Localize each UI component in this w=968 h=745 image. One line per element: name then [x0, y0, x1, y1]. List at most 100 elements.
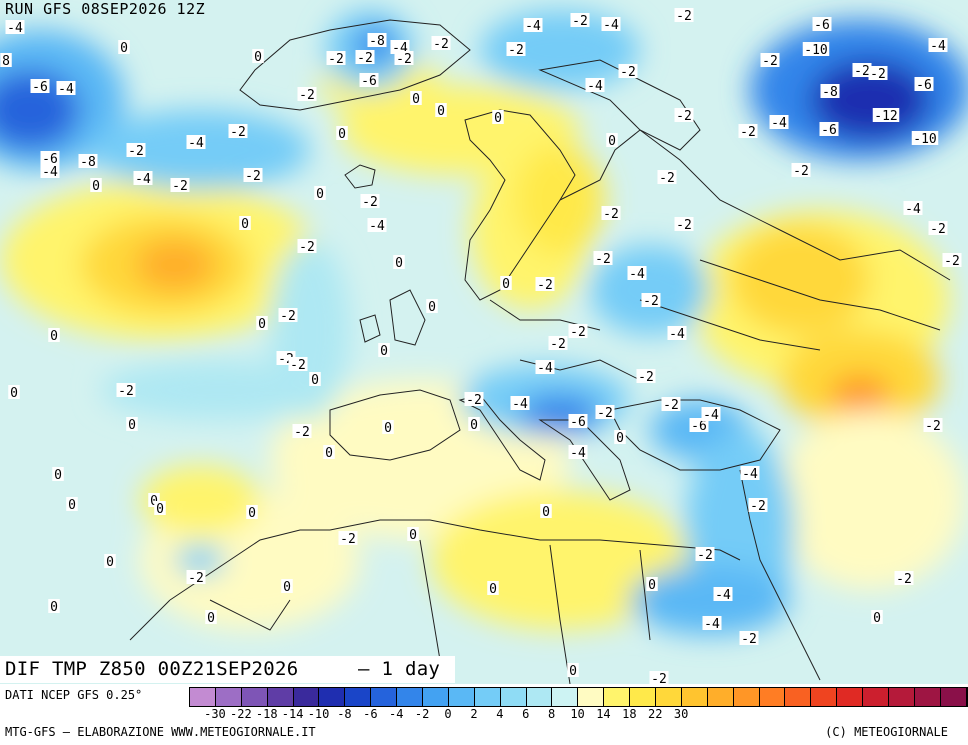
contour-label-box [649, 671, 669, 684]
contour-label-box [382, 420, 394, 434]
contour-label: -2 [550, 337, 566, 352]
contour-label-box [205, 610, 217, 624]
contour-label: -2 [172, 179, 188, 194]
contour-label-box [90, 178, 102, 192]
color-scale-tick-label: 6 [522, 707, 530, 721]
contour-label: -4 [188, 136, 204, 151]
contour-label-box [506, 42, 526, 56]
contour-label: -4 [512, 397, 528, 412]
contour-label-box [30, 79, 50, 93]
contour-label: 0 [10, 386, 18, 401]
contour-label: -4 [369, 219, 385, 234]
color-scale-tick-label: -14 [281, 707, 304, 721]
contour-label-box [646, 577, 658, 591]
contour-label-box [942, 253, 962, 267]
contour-label: 0 [50, 600, 58, 615]
contour-label: -4 [703, 408, 719, 423]
contour-label: 0 [489, 582, 497, 597]
contour-label-box [126, 143, 146, 157]
map-title-suffix: – 1 day [358, 658, 441, 680]
contour-label: -2 [118, 384, 134, 399]
contour-label: 0 [409, 528, 417, 543]
contour-label-box [288, 357, 308, 371]
contour-label-box [464, 392, 484, 406]
contour-label: -2 [925, 419, 941, 434]
contour-label-box [740, 466, 760, 480]
contour-label: 0 [616, 431, 624, 446]
contour-label-box [292, 424, 312, 438]
contour-label-box [243, 168, 263, 182]
contour-label-box [614, 430, 626, 444]
contour-label: -2 [762, 54, 778, 69]
contour-label: 0 [68, 498, 76, 513]
color-scale-swatch [759, 688, 786, 706]
contour-label: 0 [106, 555, 114, 570]
contour-label-box [769, 115, 789, 129]
contour-label-box [378, 343, 390, 357]
color-scale-swatch [190, 688, 216, 706]
color-scale-swatch [345, 688, 372, 706]
contour-label: -2 [793, 164, 809, 179]
contour-label: 0 [283, 580, 291, 595]
contour-label: -2 [638, 370, 654, 385]
color-scale-tick-label: -22 [230, 707, 252, 721]
contour-label: 0 [128, 418, 136, 433]
contour-label: -2 [595, 252, 611, 267]
contour-label-box [323, 445, 335, 459]
contour-label-box [228, 124, 248, 138]
contour-label: 0 [120, 41, 128, 56]
color-scale-swatch [656, 688, 682, 706]
contour-label: -2 [290, 358, 306, 373]
contour-label-box [314, 186, 326, 200]
contour-label: -2 [128, 144, 144, 159]
credit-label: MTG-GFS – ELABORAZIONE WWW.METEOGIORNALE… [5, 725, 316, 739]
contour-label: -6 [32, 80, 48, 95]
contour-label: -4 [537, 361, 553, 376]
contour-label-box [390, 40, 410, 54]
contour-label: -8 [822, 85, 838, 100]
contour-label-box [535, 277, 555, 291]
contour-label: -2 [643, 294, 659, 309]
contour-label-box [903, 201, 923, 215]
contour-label-box [661, 397, 681, 411]
contour-label-box [928, 221, 948, 235]
contour-label-box [394, 51, 414, 65]
contour-label: -10 [804, 43, 827, 58]
color-scale-tick-label: -30 [204, 707, 226, 721]
contour-label: 0 [150, 494, 158, 509]
contour-label: -2 [697, 548, 713, 563]
contour-label: -2 [280, 309, 296, 324]
contour-label-box [338, 531, 358, 545]
contour-label: 0 [569, 664, 577, 679]
contour-label: -6 [814, 18, 830, 33]
contour-label: -2 [508, 43, 524, 58]
contour-label: -2 [854, 64, 870, 79]
color-scale-tick-label: 10 [570, 707, 585, 721]
contour-label-box [468, 417, 480, 431]
contour-label-box [170, 178, 190, 192]
contour-label: 0 [380, 344, 388, 359]
color-scale-swatch [811, 688, 838, 706]
contour-label-box [367, 33, 387, 47]
color-scale-swatch [526, 688, 553, 706]
contour-label: 0 [648, 578, 656, 593]
contour-label: -2 [537, 278, 553, 293]
contour-label: -4 [771, 116, 787, 131]
contour-label-box [133, 171, 153, 185]
color-scale-swatch [293, 688, 320, 706]
contour-label: -4 [525, 19, 541, 34]
contour-label: 0 [437, 104, 445, 119]
contour-label: -4 [704, 617, 720, 632]
contour-label-box [8, 385, 20, 399]
contour-label-box [52, 467, 64, 481]
color-scale-tick-label: 4 [496, 707, 504, 721]
contour-label-box [66, 497, 78, 511]
color-scale-swatch [889, 688, 915, 706]
contour-label: 0 [428, 300, 436, 315]
color-scale-swatch [423, 688, 449, 706]
contour-label-box [689, 418, 709, 432]
contour-label: 0 [248, 506, 256, 521]
contour-label: -10 [913, 132, 936, 147]
contour-label: 0 [542, 505, 550, 520]
